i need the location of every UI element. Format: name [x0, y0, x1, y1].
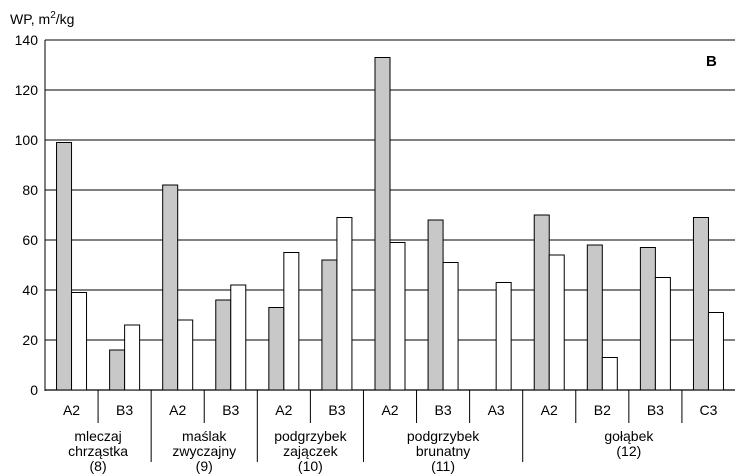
bar-gray: [215, 299, 232, 391]
bar-gray: [427, 219, 444, 391]
bar-white: [336, 217, 353, 391]
x-category-label: A2: [169, 402, 186, 418]
y-axis-label-sup: 2: [50, 10, 56, 21]
x-category-label: B3: [328, 402, 345, 418]
y-tick-label: 140: [15, 32, 39, 48]
x-group-label-line: (10): [298, 458, 323, 474]
x-category-label: B3: [647, 402, 664, 418]
x-group-label-line: brunatny: [416, 443, 470, 459]
bar-white: [177, 319, 194, 391]
bar-white: [654, 277, 671, 391]
x-category-label: A3: [488, 402, 505, 418]
bar-gray: [533, 214, 550, 391]
bar-gray: [639, 247, 656, 391]
y-tick-labels: 0 20 40 60 80 100 120 140: [15, 32, 39, 398]
bar-gray: [56, 142, 73, 391]
bar-white: [601, 357, 618, 391]
y-axis-label-tail: /kg: [56, 11, 75, 27]
y-tick-label: 100: [15, 132, 39, 148]
bar-white: [283, 252, 300, 391]
x-category-labels: A2 B3 A2 B3 A2 B3 A2 B3 A3 A2 B2 B3 C3: [63, 390, 718, 423]
y-tick-label: 0: [30, 382, 38, 398]
bar-white: [230, 284, 247, 391]
y-tick-label: 20: [22, 332, 38, 348]
x-group-label-line: mleczaj: [74, 428, 121, 444]
x-group-label-line: (11): [431, 458, 455, 474]
y-tick-label: 40: [22, 282, 38, 298]
x-category-label: B2: [594, 402, 611, 418]
x-category-label: A2: [541, 402, 558, 418]
panel-label: B: [706, 53, 717, 70]
bar-white: [495, 282, 512, 391]
y-tick-label: 120: [15, 82, 39, 98]
x-group-label-line: zwyczajny: [172, 443, 236, 459]
x-category-label: B3: [116, 402, 133, 418]
bar-gray: [268, 307, 285, 391]
x-category-label: A2: [381, 402, 398, 418]
bar-gray: [586, 244, 603, 391]
bar-white: [707, 312, 724, 391]
x-group-label-line: chrząstka: [68, 443, 128, 459]
x-category-label: B3: [222, 402, 239, 418]
bar-gray: [374, 57, 391, 391]
bar-gray: [692, 217, 709, 391]
y-tick-label: 60: [22, 232, 38, 248]
bars: [56, 57, 724, 391]
x-group-label-line: (8): [90, 458, 107, 474]
bar-gray: [109, 349, 126, 391]
bar-white: [389, 242, 406, 391]
x-group-label-line: (9): [196, 458, 213, 474]
bar-gray: [321, 259, 338, 391]
bar-white: [442, 262, 459, 391]
x-category-label: A2: [63, 402, 80, 418]
bar-white: [548, 254, 565, 391]
bar-white: [124, 324, 141, 391]
y-axis-label: WP, m2/kg: [10, 10, 74, 27]
bar-gray: [162, 184, 179, 391]
x-category-label: C3: [700, 402, 718, 418]
y-tick-label: 80: [22, 182, 38, 198]
x-group-label-line: podgrzybek: [274, 428, 347, 444]
y-axis-label-main: WP, m: [10, 11, 50, 27]
x-group-label-line: (12): [616, 443, 641, 459]
x-group-label-line: podgrzybek: [407, 428, 480, 444]
bar-white: [71, 292, 88, 391]
x-category-label: A2: [275, 402, 292, 418]
x-group-label-line: gołąbek: [604, 428, 654, 444]
x-group-label-line: maślak: [182, 428, 227, 444]
x-group-label-line: zajączek: [283, 443, 338, 459]
x-category-label: B3: [435, 402, 452, 418]
